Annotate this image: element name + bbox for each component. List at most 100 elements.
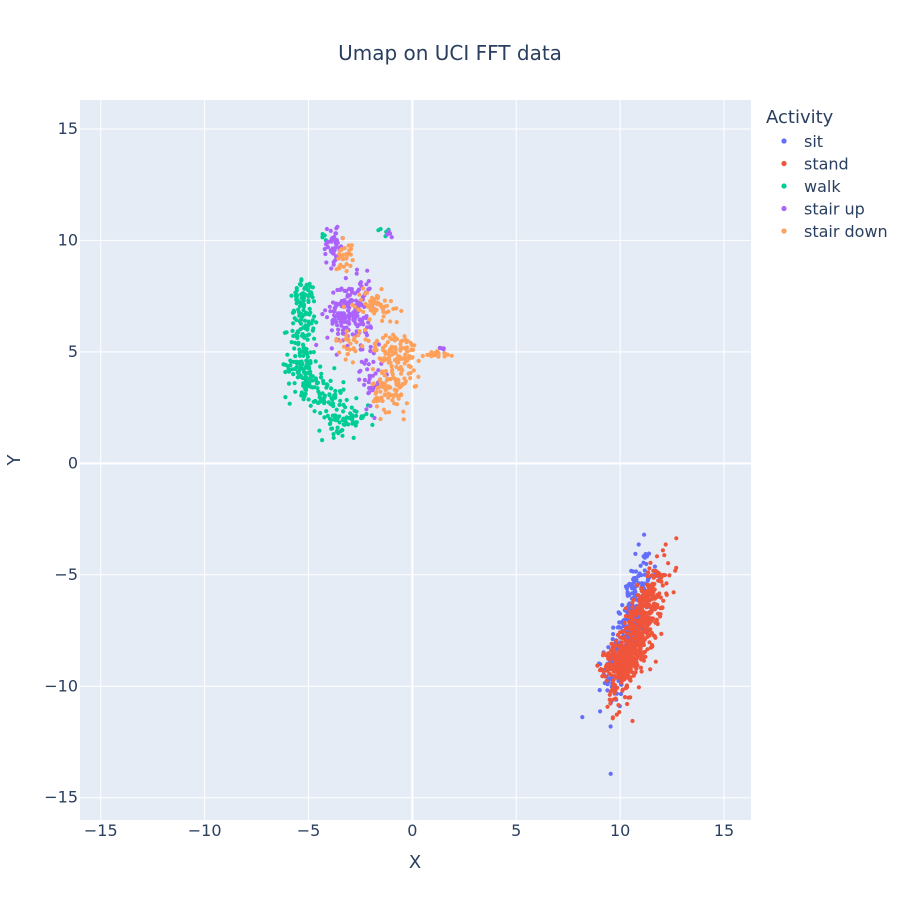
- legend-label: walk: [804, 177, 841, 196]
- scatter-point: [311, 350, 316, 355]
- scatter-point: [632, 587, 637, 593]
- scatter-point: [408, 376, 413, 381]
- scatter-point: [308, 284, 313, 289]
- scatter-point: [306, 299, 311, 305]
- scatter-point: [630, 628, 635, 633]
- scatter-point: [304, 310, 309, 315]
- scatter-point: [401, 417, 406, 422]
- scatter-point: [624, 683, 630, 688]
- scatter-point: [653, 659, 658, 664]
- legend-item-stair-down[interactable]: stair down: [781, 222, 888, 241]
- scatter-point: [604, 678, 609, 683]
- scatter-point: [329, 328, 334, 333]
- scatter-point: [319, 371, 324, 376]
- scatter-point: [314, 320, 319, 325]
- scatter-point: [642, 532, 647, 537]
- scatter-point: [357, 329, 362, 334]
- scatter-point: [311, 399, 316, 404]
- scatter-point: [611, 632, 616, 637]
- scatter-point: [357, 377, 362, 382]
- scatter-point: [605, 667, 611, 672]
- scatter-point: [380, 318, 385, 323]
- scatter-point: [342, 422, 347, 427]
- scatter-point: [335, 323, 340, 328]
- legend-item-stand[interactable]: stand: [781, 155, 849, 174]
- scatter-point: [350, 421, 355, 426]
- legend-item-stair-up[interactable]: stair up: [781, 200, 865, 219]
- legend-item-walk[interactable]: walk: [781, 177, 841, 196]
- scatter-point: [367, 376, 372, 381]
- scatter-point: [386, 309, 391, 314]
- scatter-point: [344, 269, 349, 274]
- scatter-point: [304, 364, 309, 369]
- scatter-point: [349, 243, 354, 248]
- scatter-point: [382, 298, 387, 303]
- scatter-point: [295, 334, 300, 339]
- scatter-point: [335, 425, 340, 430]
- scatter-point: [610, 687, 615, 692]
- scatter-point: [652, 634, 657, 639]
- scatter-point: [608, 771, 613, 776]
- scatter-point: [640, 602, 645, 607]
- scatter-point: [612, 673, 617, 679]
- scatter-point: [660, 605, 665, 610]
- scatter-point: [379, 287, 384, 292]
- scatter-point: [369, 307, 374, 312]
- x-tick-label: 10: [610, 821, 630, 840]
- scatter-point: [290, 328, 295, 333]
- scatter-point: [302, 351, 307, 356]
- scatter-point: [644, 630, 649, 635]
- scatter-point: [334, 267, 339, 272]
- scatter-point: [610, 637, 615, 642]
- scatter-point: [622, 669, 627, 674]
- scatter-point: [399, 308, 404, 313]
- scatter-point: [394, 364, 399, 369]
- scatter-point: [367, 373, 372, 378]
- scatter-point: [449, 353, 454, 358]
- scatter-point: [362, 361, 367, 366]
- y-axis-title: Y: [4, 454, 25, 467]
- scatter-point: [344, 255, 349, 260]
- scatter-point: [301, 383, 306, 388]
- scatter-point: [663, 542, 668, 547]
- scatter-point: [605, 704, 610, 709]
- scatter-point: [305, 333, 310, 338]
- scatter-point: [346, 243, 351, 248]
- legend-item-sit[interactable]: sit: [781, 132, 823, 151]
- scatter-point: [653, 568, 658, 574]
- scatter-point: [622, 674, 628, 679]
- scatter-point: [317, 428, 322, 433]
- scatter-point: [312, 336, 317, 341]
- scatter-point: [652, 607, 658, 612]
- scatter-point: [316, 400, 321, 405]
- scatter-point: [366, 380, 371, 385]
- legend-marker: [781, 160, 787, 167]
- scatter-point: [408, 364, 413, 369]
- scatter-point: [350, 360, 355, 365]
- scatter-point: [620, 603, 625, 608]
- scatter-point: [366, 279, 371, 284]
- scatter-point: [658, 595, 663, 600]
- scatter-point: [364, 314, 369, 319]
- scatter-point: [627, 648, 632, 654]
- scatter-point: [388, 385, 393, 390]
- scatter-point: [287, 401, 292, 406]
- scatter-point: [630, 600, 635, 605]
- legend[interactable]: Activity sit stand walk stair up stair down: [766, 107, 888, 241]
- scatter-point: [363, 291, 368, 296]
- scatter-point: [354, 409, 359, 414]
- scatter-point: [336, 256, 341, 261]
- scatter-point: [615, 685, 620, 690]
- scatter-point: [380, 305, 385, 310]
- scatter-point: [597, 668, 603, 673]
- scatter-point: [330, 300, 336, 305]
- scatter-point: [302, 318, 307, 323]
- scatter-point: [635, 582, 640, 588]
- scatter-point: [605, 688, 610, 693]
- scatter-point: [620, 636, 626, 641]
- scatter-point: [652, 601, 657, 606]
- scatter-point: [393, 345, 398, 350]
- scatter-point: [383, 410, 388, 415]
- scatter-point: [320, 438, 325, 443]
- scatter-point: [649, 584, 654, 589]
